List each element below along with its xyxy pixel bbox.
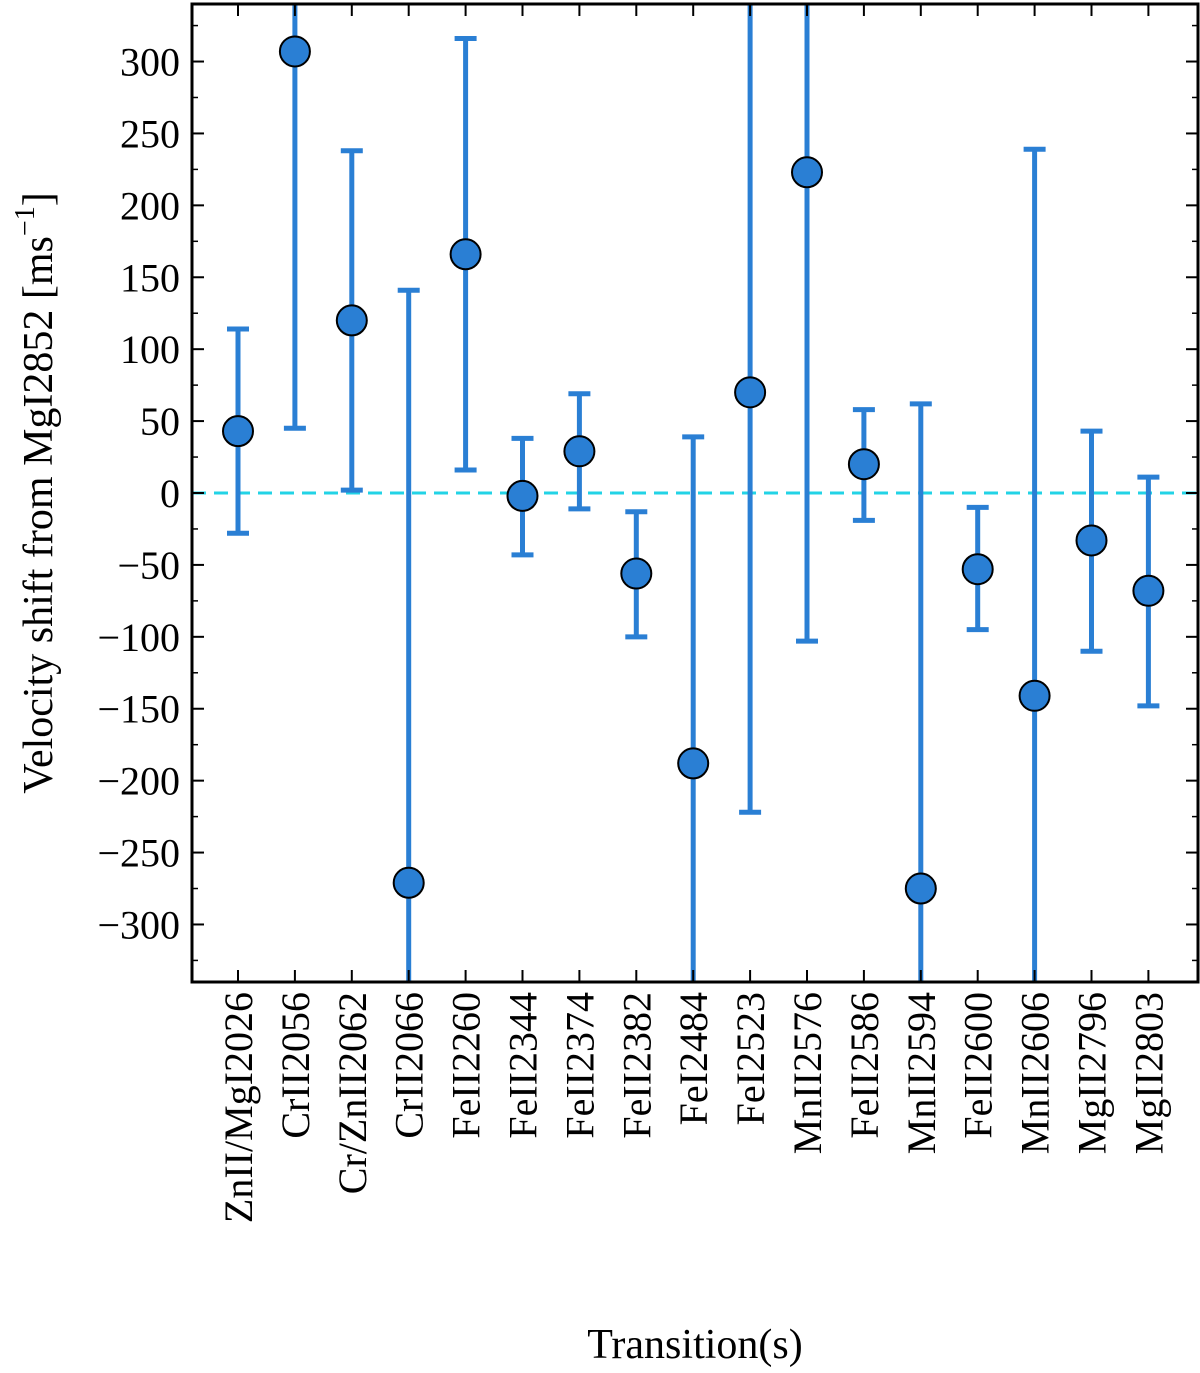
x-axis-title: Transition(s) — [587, 1322, 802, 1368]
y-tick-label: 0 — [160, 471, 180, 516]
y-tick-label: −200 — [97, 759, 180, 804]
y-tick-label: 200 — [120, 183, 180, 228]
data-point — [222, 415, 254, 448]
y-axis-title-exponent: −1 — [10, 206, 41, 236]
data-point — [278, 35, 311, 68]
data-point — [620, 557, 653, 590]
data-point — [847, 448, 880, 481]
x-tick-label: ZnII/MgI2026 — [216, 992, 261, 1223]
data-point-layer — [222, 35, 1165, 905]
y-tick-label: −300 — [97, 902, 180, 947]
x-axis-ticks: ZnII/MgI2026 CrII2056 Cr/ZnII2062 CrII2066 F… — [216, 4, 1171, 1223]
y-tick-label: 50 — [140, 399, 180, 444]
y-axis-title-close: ] — [16, 192, 62, 206]
x-tick-label: FeII2586 — [842, 992, 887, 1139]
x-tick-label: MnII2606 — [1013, 992, 1058, 1154]
x-tick-label: MnII2576 — [785, 992, 830, 1154]
plot-frame — [190, 2, 1200, 984]
data-point — [961, 553, 994, 586]
data-point — [563, 435, 596, 468]
y-tick-label: −100 — [97, 615, 180, 660]
x-tick-label: MnII2594 — [899, 992, 944, 1154]
x-tick-label: MgII2796 — [1070, 992, 1115, 1154]
x-tick-label: FeII2374 — [557, 992, 602, 1139]
x-tick-label: FeII2600 — [956, 992, 1001, 1139]
y-tick-label: −250 — [97, 831, 180, 876]
y-axis-title-main: Velocity shift from MgI2852 [ms — [16, 236, 62, 794]
x-tick-label: CrII2056 — [273, 992, 318, 1139]
y-tick-label: 100 — [120, 327, 180, 372]
data-point — [335, 304, 368, 337]
x-tick-label: FeI2484 — [671, 992, 716, 1125]
x-tick-label: MgII2803 — [1126, 992, 1171, 1154]
x-tick-label: FeII2344 — [501, 992, 546, 1139]
x-tick-label: CrII2066 — [387, 992, 432, 1139]
data-point — [734, 376, 767, 409]
data-point — [1018, 679, 1051, 712]
y-tick-label: −50 — [117, 543, 180, 588]
x-tick-label: FeII2382 — [614, 992, 659, 1139]
y-tick-label: 300 — [120, 40, 180, 85]
data-point — [506, 479, 539, 512]
data-point — [677, 747, 710, 780]
y-axis-title: Velocity shift from MgI2852 [ms−1] — [10, 192, 62, 793]
data-point — [1075, 524, 1108, 557]
y-axis-ticks: −300 −250 −200 −150 −100 −50 0 50 100 150 200 250 30… — [97, 24, 1198, 962]
y-tick-label: 250 — [120, 111, 180, 156]
x-tick-label: Cr/ZnII2062 — [330, 992, 375, 1194]
data-point — [392, 866, 425, 899]
data-point — [904, 872, 937, 905]
y-tick-label: −150 — [97, 687, 180, 732]
data-point — [449, 238, 482, 271]
data-point — [791, 156, 823, 189]
data-point — [1132, 574, 1165, 607]
x-tick-label: FeI2523 — [728, 992, 773, 1125]
y-tick-label: 150 — [120, 255, 180, 300]
x-tick-label: FeII2260 — [444, 992, 489, 1139]
